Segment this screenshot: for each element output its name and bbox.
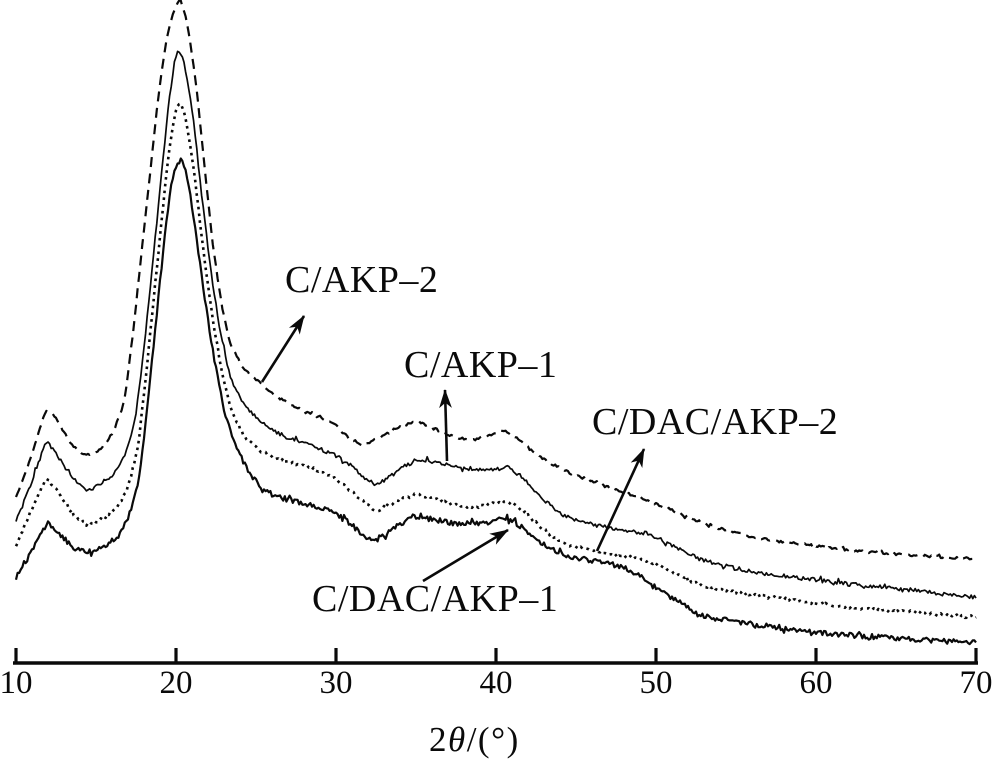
curve-c-dac-akp-2 — [14, 102, 977, 620]
x-axis-title-suffix: /(°) — [466, 720, 520, 759]
curve-c-akp-2 — [14, 0, 977, 561]
curves-group — [14, 0, 977, 646]
curve-label-c-dac-akp-1: C/DAC/AKP–1 — [312, 578, 559, 620]
x-axis-title-prefix: 2 — [429, 720, 448, 759]
curve-label-c-dac-akp-2: C/DAC/AKP–2 — [592, 401, 839, 443]
x-tick-label-40: 40 — [479, 665, 513, 701]
x-axis — [13, 648, 978, 665]
curve-label-c-akp-1: C/AKP–1 — [404, 344, 558, 386]
arrow-c-dac-akp-2 — [595, 448, 646, 552]
x-tick-label-30: 30 — [319, 665, 353, 701]
x-tick-label-70: 70 — [959, 665, 993, 701]
arrow-c-dac-akp-1 — [422, 528, 509, 583]
x-tick-label-10: 10 — [0, 665, 33, 701]
x-tick-label-60: 60 — [799, 665, 833, 701]
annotation-arrows — [260, 315, 646, 583]
curve-c-dac-akp-1 — [14, 157, 977, 646]
arrow-c-akp-2 — [260, 315, 306, 383]
x-tick-label-20: 20 — [159, 665, 193, 701]
curve-label-c-akp-2: C/AKP–2 — [285, 259, 439, 301]
x-tick-label-50: 50 — [639, 665, 673, 701]
theta-symbol: θ — [448, 720, 467, 759]
x-axis-title: 2θ/(°) — [429, 722, 520, 757]
arrow-c-akp-1 — [439, 389, 452, 462]
curve-c-akp-1 — [15, 50, 977, 600]
